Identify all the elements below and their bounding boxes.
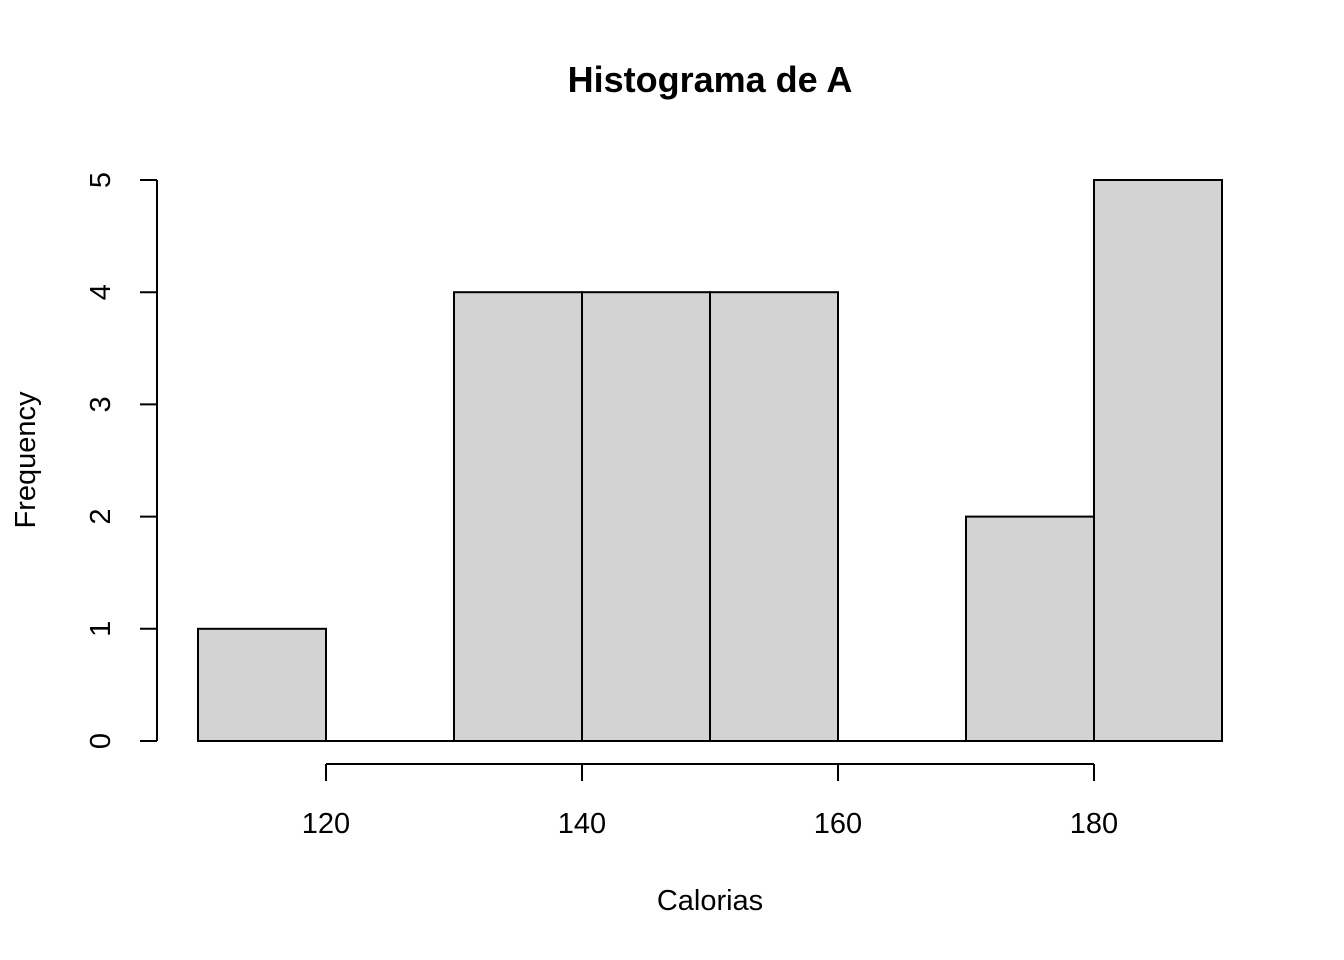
y-tick-label: 0 [85, 733, 117, 749]
x-tick-label: 180 [1070, 808, 1118, 840]
histogram-bar [197, 627, 327, 742]
x-tick-label: 120 [302, 808, 350, 840]
x-axis-label: Calorias [657, 885, 763, 917]
histogram-bar [1093, 179, 1223, 742]
x-tick-label: 160 [814, 808, 862, 840]
histogram-bar [965, 515, 1095, 742]
histogram-bar [453, 291, 583, 742]
y-tick-label: 1 [85, 621, 117, 637]
y-axis-label: Frequency [10, 391, 42, 529]
chart-title: Histograma de A [568, 59, 853, 100]
y-tick-label: 2 [85, 509, 117, 525]
histogram-bar [709, 291, 839, 742]
x-tick-label: 140 [558, 808, 606, 840]
y-tick-label: 5 [85, 172, 117, 188]
y-tick-label: 3 [85, 396, 117, 412]
y-axis: 0 1 2 3 4 5 [85, 172, 158, 749]
y-tick-label: 4 [85, 284, 117, 300]
x-axis: 120 140 160 180 [302, 763, 1118, 840]
bars-group [197, 179, 1223, 742]
histogram-bar [581, 291, 711, 742]
